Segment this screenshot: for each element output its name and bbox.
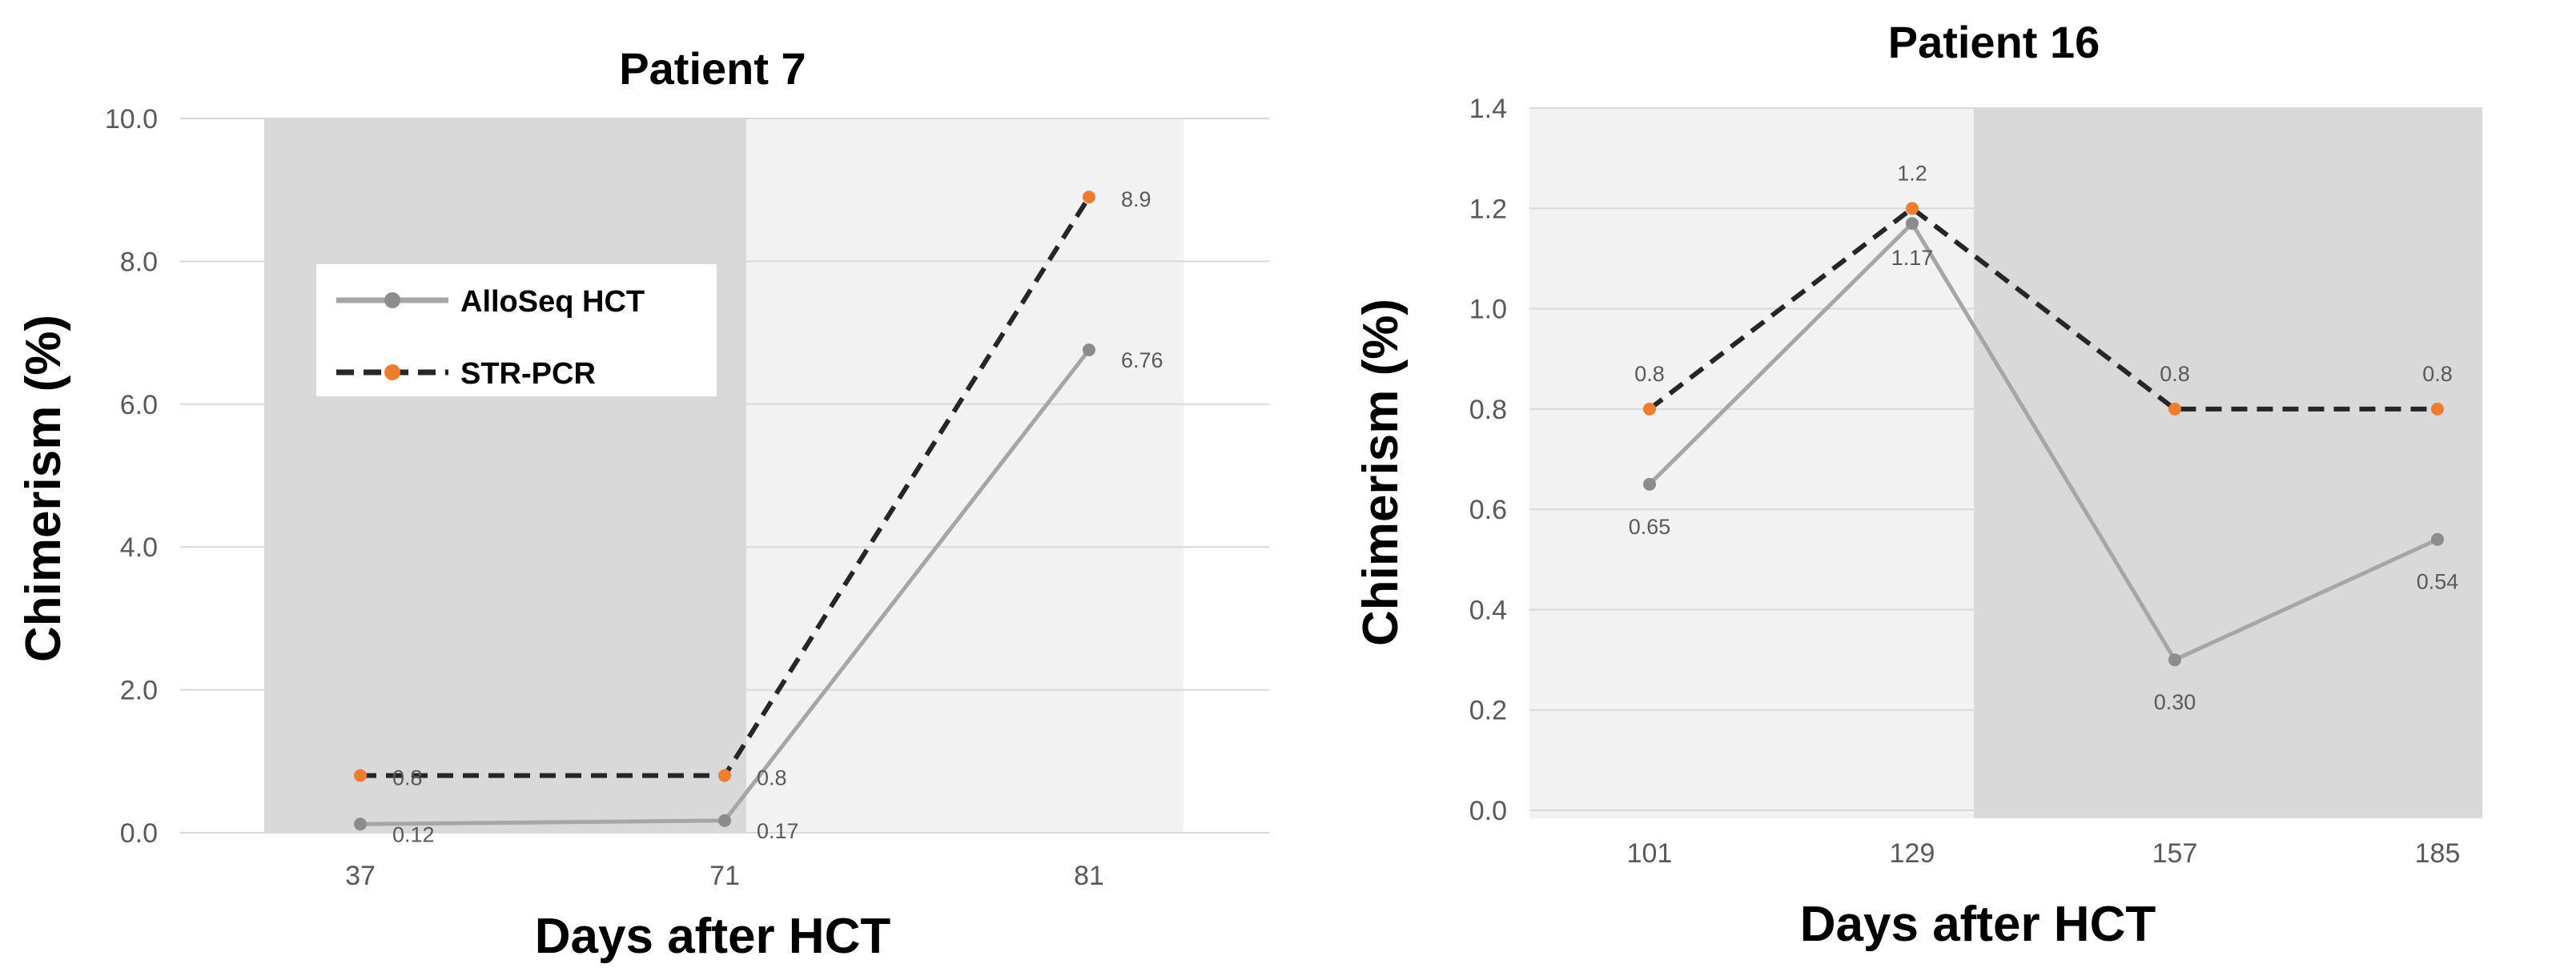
y-tick-label: 0.4 <box>1469 595 1507 625</box>
shaded-band <box>1529 108 1974 818</box>
y-tick-label: 2.0 <box>120 676 158 706</box>
legend-label: AlloSeq HCT <box>460 285 645 319</box>
data-label: 0.8 <box>1634 362 1665 386</box>
data-point <box>2431 402 2444 416</box>
data-point <box>1906 217 1919 231</box>
series-line <box>1648 220 2439 663</box>
y-tick-label: 8.0 <box>120 247 158 277</box>
chart-title: Patient 16 <box>1888 17 2100 67</box>
x-axis-label: Days after HCT <box>535 909 891 964</box>
x-tick-label: 185 <box>2415 838 2461 869</box>
data-point <box>2431 532 2444 546</box>
x-tick-label: 37 <box>345 861 376 891</box>
x-tick-label: 129 <box>1890 838 1935 869</box>
legend-box <box>316 264 717 396</box>
y-axis-label: Chimerism (%) <box>1353 299 1409 646</box>
data-label: 0.17 <box>757 819 799 843</box>
data-point <box>1643 477 1656 491</box>
y-axis-label: Chimerism (%) <box>16 315 71 662</box>
x-tick-label: 157 <box>2152 838 2198 869</box>
data-label: 1.2 <box>1897 161 1927 185</box>
data-point <box>1083 191 1095 204</box>
data-label: 6.76 <box>1121 348 1163 372</box>
data-label: 8.9 <box>1121 187 1151 211</box>
legend-marker <box>384 292 400 308</box>
data-point <box>2168 402 2181 416</box>
y-tick-label: 0.6 <box>1469 495 1507 525</box>
legend-label: STR-PCR <box>460 357 596 391</box>
y-tick-label: 0.8 <box>1469 395 1507 425</box>
x-tick-label: 101 <box>1627 838 1673 869</box>
patient-7-chart: Patient 7 Days after HCT Chimerism (%) 0… <box>16 43 1269 964</box>
data-label: 1.17 <box>1891 246 1934 270</box>
data-label: 0.12 <box>392 822 435 846</box>
data-label: 0.54 <box>2417 570 2459 594</box>
y-tick-label: 0.2 <box>1469 696 1507 726</box>
legend-marker <box>384 364 400 380</box>
series-line <box>1648 205 2437 412</box>
y-tick-label: 6.0 <box>120 390 158 420</box>
shaded-band <box>1974 108 2482 818</box>
data-point <box>718 769 731 782</box>
y-tick-label: 1.4 <box>1469 94 1507 124</box>
data-label: 0.30 <box>2154 690 2196 714</box>
data-point <box>1906 202 1919 215</box>
data-label: 0.65 <box>1629 515 1671 539</box>
data-label: 0.8 <box>2422 362 2453 386</box>
y-tick-label: 0.0 <box>1469 796 1507 826</box>
y-tick-label: 10.0 <box>105 104 158 135</box>
data-point <box>2168 653 2181 667</box>
y-tick-label: 0.0 <box>120 818 158 849</box>
y-tick-label: 1.2 <box>1469 194 1507 224</box>
x-tick-label: 81 <box>1074 861 1104 891</box>
data-point <box>1083 343 1095 357</box>
data-point <box>354 817 367 831</box>
chart-title: Patient 7 <box>619 43 806 94</box>
y-tick-label: 4.0 <box>120 532 158 563</box>
data-label: 0.8 <box>757 766 787 790</box>
data-label: 0.8 <box>392 766 423 790</box>
x-tick-label: 71 <box>709 861 740 891</box>
patient-16-chart: Patient 16 Days after HCT Chimerism (%) … <box>1353 17 2482 952</box>
data-point <box>718 813 731 827</box>
y-tick-label: 1.0 <box>1469 295 1507 325</box>
data-point <box>354 769 367 782</box>
data-label: 0.8 <box>2160 362 2190 386</box>
shaded-band <box>746 118 1184 833</box>
shaded-band <box>264 118 746 833</box>
data-point <box>1643 402 1656 416</box>
x-axis-label: Days after HCT <box>1800 897 2156 952</box>
